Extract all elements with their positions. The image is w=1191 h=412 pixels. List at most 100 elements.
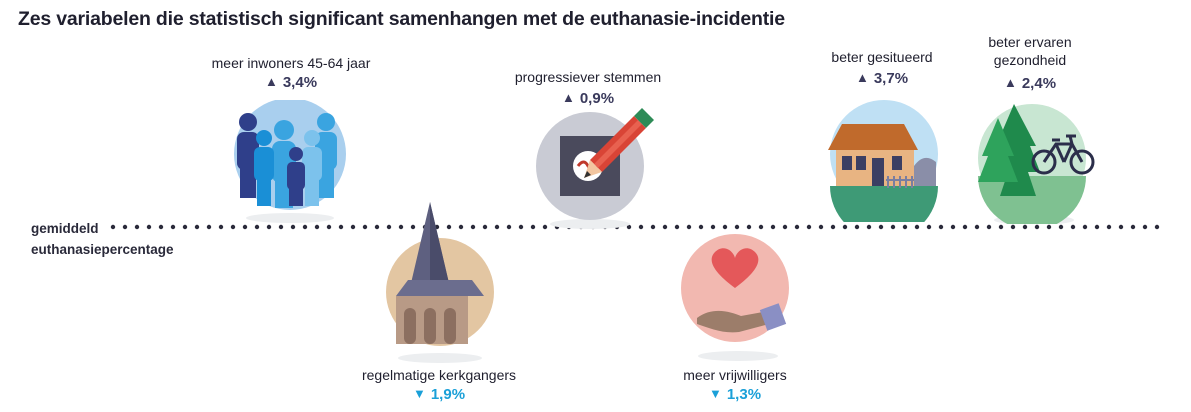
baseline-dot — [1082, 224, 1088, 230]
variable-value-gesitueerd: ▲ 3,7% — [856, 70, 908, 87]
baseline-dot — [722, 224, 728, 230]
baseline-dot — [758, 224, 764, 230]
value-text: 1,9% — [430, 386, 466, 403]
baseline-dot — [866, 224, 872, 230]
baseline-dot — [266, 224, 272, 230]
baseline-dot — [782, 224, 788, 230]
baseline-dot — [290, 224, 296, 230]
baseline-dot — [1118, 224, 1124, 230]
variable-label-gezondheid-line1: beter ervaren — [988, 34, 1072, 50]
baseline-dot — [122, 224, 128, 230]
baseline-dot — [158, 224, 164, 230]
baseline-dot — [962, 224, 968, 230]
baseline-dot — [854, 224, 860, 230]
baseline-dot — [1022, 224, 1028, 230]
baseline-dot — [518, 224, 524, 230]
baseline-dot — [1058, 224, 1064, 230]
baseline-dot — [242, 224, 248, 230]
baseline-dot — [1106, 224, 1112, 230]
baseline-dot — [230, 224, 236, 230]
people-group-icon — [234, 100, 346, 223]
baseline-dot — [1154, 224, 1160, 230]
baseline-dot — [698, 224, 704, 230]
baseline-dot — [386, 224, 392, 230]
average-baseline-dotted-line — [110, 224, 1160, 230]
variable-label-vrijwilligers: meer vrijwilligers — [683, 367, 787, 383]
value-text: 2,4% — [1021, 75, 1057, 92]
baseline-dot — [890, 224, 896, 230]
variable-label-inwoners: meer inwoners 45-64 jaar — [211, 55, 371, 71]
up-arrow-icon: ▲ — [264, 74, 278, 89]
baseline-dot — [1046, 224, 1052, 230]
church-tower-icon — [386, 202, 494, 363]
baseline-dot — [974, 224, 980, 230]
baseline-dot — [326, 224, 332, 230]
variable-label-gesitueerd: beter gesitueerd — [831, 49, 933, 65]
baseline-dot — [686, 224, 692, 230]
variable-value-kerkgangers: ▼ 1,9% — [413, 386, 465, 403]
baseline-dot — [770, 224, 776, 230]
baseline-dot — [206, 224, 212, 230]
baseline-dot — [830, 224, 836, 230]
baseline-dot — [182, 224, 188, 230]
baseline-dot — [1142, 224, 1148, 230]
baseline-dot — [374, 224, 380, 230]
baseline-dot — [926, 224, 932, 230]
baseline-label-line2: euthanasiepercentage — [31, 242, 174, 257]
baseline-dot — [1094, 224, 1100, 230]
baseline-dot — [134, 224, 140, 230]
baseline-dot — [806, 224, 812, 230]
baseline-dot — [530, 224, 536, 230]
baseline-dot — [1130, 224, 1136, 230]
baseline-dot — [986, 224, 992, 230]
baseline-dot — [350, 224, 356, 230]
baseline-dot — [938, 224, 944, 230]
baseline-dot — [170, 224, 176, 230]
baseline-dot — [950, 224, 956, 230]
variable-value-stemmen: ▲ 0,9% — [562, 90, 614, 107]
variable-label-kerkgangers: regelmatige kerkgangers — [361, 367, 517, 383]
baseline-dot — [710, 224, 716, 230]
baseline-dot — [410, 224, 416, 230]
baseline-label: gemiddeld euthanasiepercentage — [31, 218, 174, 260]
baseline-dot — [746, 224, 752, 230]
variable-value-gezondheid: ▲ 2,4% — [1004, 75, 1056, 92]
baseline-dot — [878, 224, 884, 230]
baseline-dot — [1034, 224, 1040, 230]
down-arrow-icon: ▼ — [708, 386, 722, 401]
baseline-dot — [818, 224, 824, 230]
baseline-dot — [482, 224, 488, 230]
heart-hand-icon — [681, 234, 789, 361]
variable-value-inwoners: ▲ 3,4% — [265, 74, 317, 91]
baseline-dot — [194, 224, 200, 230]
baseline-dot — [1010, 224, 1016, 230]
baseline-dot — [218, 224, 224, 230]
baseline-dot — [338, 224, 344, 230]
value-text: 3,7% — [873, 70, 909, 87]
baseline-dot — [398, 224, 404, 230]
ballot-pencil-icon — [536, 108, 654, 229]
value-text: 0,9% — [579, 90, 615, 107]
chart-title: Zes variabelen die statistisch significa… — [18, 8, 785, 30]
baseline-dot — [314, 224, 320, 230]
down-arrow-icon: ▼ — [412, 386, 426, 401]
baseline-dot — [362, 224, 368, 230]
up-arrow-icon: ▲ — [1003, 75, 1017, 90]
baseline-dot — [674, 224, 680, 230]
baseline-dot — [278, 224, 284, 230]
baseline-dot — [146, 224, 152, 230]
baseline-dot — [446, 224, 452, 230]
variable-value-vrijwilligers: ▼ 1,3% — [709, 386, 761, 403]
baseline-dot — [794, 224, 800, 230]
house-icon — [828, 100, 938, 222]
baseline-dot — [662, 224, 668, 230]
baseline-dot — [626, 224, 632, 230]
baseline-dot — [650, 224, 656, 230]
baseline-dot — [734, 224, 740, 230]
baseline-dot — [902, 224, 908, 230]
value-text: 1,3% — [726, 386, 762, 403]
baseline-dot — [494, 224, 500, 230]
baseline-dot — [998, 224, 1004, 230]
baseline-dot — [110, 224, 116, 230]
baseline-dot — [842, 224, 848, 230]
